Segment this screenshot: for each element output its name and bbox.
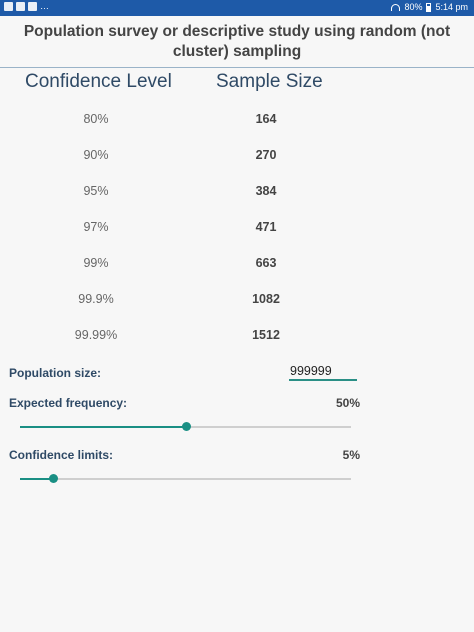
more-notifications-indicator: … <box>40 1 49 11</box>
population-size-label: Population size: <box>9 366 102 380</box>
sample-size-cell: 1082 <box>252 292 280 306</box>
expected-frequency-slider[interactable] <box>20 420 351 434</box>
slider-thumb[interactable] <box>181 422 191 431</box>
table-row: 80% 164 <box>0 112 474 132</box>
expected-frequency-value: 50% <box>335 396 360 410</box>
slider-fill <box>20 478 54 480</box>
confidence-limits-value: 5% <box>342 448 360 462</box>
confidence-level-cell: 90% <box>83 148 109 162</box>
table-row: 99% 663 <box>0 256 474 276</box>
sample-size-cell: 384 <box>255 184 277 198</box>
sample-size-cell: 164 <box>255 112 277 126</box>
slider-thumb[interactable] <box>49 474 59 483</box>
confidence-level-cell: 99% <box>83 256 109 270</box>
table-row: 95% 384 <box>0 184 474 204</box>
confidence-level-cell: 99.9% <box>78 292 114 306</box>
confidence-level-cell: 97% <box>83 220 109 234</box>
sample-size-cell: 1512 <box>252 328 280 342</box>
sample-size-cell: 663 <box>255 256 277 270</box>
status-bar-notifications: … <box>4 2 49 11</box>
confidence-level-header: Confidence Level <box>25 71 172 92</box>
confidence-level-cell: 99.99% <box>74 328 118 342</box>
battery-icon <box>426 2 432 12</box>
slider-track[interactable] <box>20 478 351 480</box>
expected-frequency-label: Expected frequency: <box>9 396 128 410</box>
confidence-level-cell: 80% <box>83 112 109 126</box>
page-title: Population survey or descriptive study u… <box>23 23 451 60</box>
battery-percent: 80% <box>404 2 423 12</box>
table-row: 99.9% 1082 <box>0 292 474 312</box>
status-bar: … 80% 5:14 pm <box>0 0 474 16</box>
sample-size-header: Sample Size <box>216 71 323 92</box>
population-size-input[interactable] <box>289 362 357 381</box>
table-row: 99.99% 1512 <box>0 328 474 348</box>
header-divider <box>0 67 474 68</box>
table-row: 97% 471 <box>0 220 474 240</box>
wifi-icon <box>391 3 401 11</box>
sample-size-cell: 270 <box>255 148 277 162</box>
confidence-level-cell: 95% <box>83 184 109 198</box>
app-icon <box>28 2 37 11</box>
confidence-limits-label: Confidence limits: <box>9 448 114 462</box>
sample-size-cell: 471 <box>255 220 277 234</box>
gallery-icon <box>4 2 13 11</box>
clock: 5:14 pm <box>435 2 468 12</box>
table-row: 90% 270 <box>0 148 474 168</box>
notification-icon <box>16 2 25 11</box>
confidence-limits-slider[interactable] <box>20 472 351 486</box>
slider-fill <box>20 426 186 428</box>
status-bar-system: 80% 5:14 pm <box>391 2 468 12</box>
